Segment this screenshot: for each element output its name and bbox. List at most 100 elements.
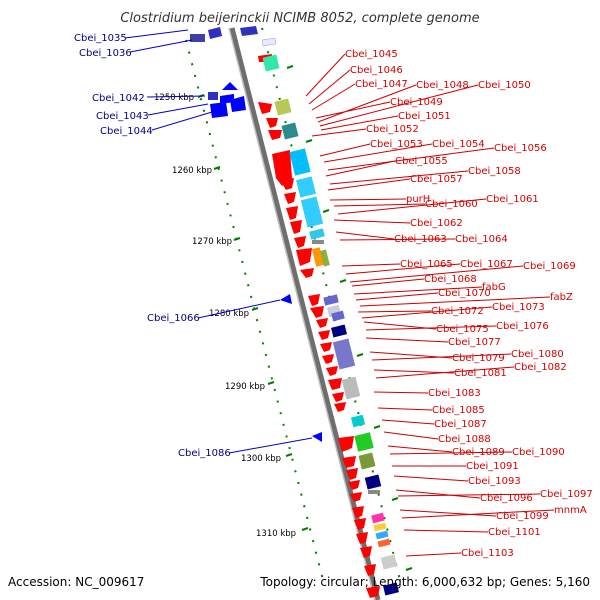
gene-label: Cbei_1047	[355, 79, 408, 90]
gene-label: Cbei_1064	[455, 234, 508, 245]
scale-tick	[213, 166, 221, 170]
gene-label: Cbei_1065	[400, 259, 453, 270]
gene-label: Cbei_1097	[540, 489, 593, 500]
gene-arrow	[268, 130, 282, 140]
gene-label: Cbei_1068	[424, 274, 477, 285]
gene-label: Cbei_1036	[79, 48, 132, 59]
leader-line	[399, 509, 497, 517]
gene-label: Cbei_1086	[178, 448, 231, 459]
gene-box	[296, 176, 316, 198]
gene-box	[320, 249, 330, 267]
leader-line	[333, 203, 426, 207]
gene-label: Cbei_1085	[432, 405, 485, 416]
gene-arrow	[266, 118, 278, 128]
gene-box	[377, 538, 391, 548]
gene-arrow	[294, 236, 306, 248]
gene-box	[375, 530, 389, 540]
gene-label: Cbei_1042	[92, 93, 145, 104]
leader-line	[323, 143, 433, 163]
gene-label: Cbei_1088	[438, 434, 491, 445]
gene-arrow	[261, 37, 277, 47]
forward-labels: Cbei_1045 Cbei_1046 Cbei_1047 Cbei_1048 Cbei…	[345, 49, 593, 559]
gene-label: Cbei_1035	[74, 33, 127, 44]
gene-label: Cbei_1043	[96, 111, 149, 122]
gene-label: Cbei_1066	[147, 313, 200, 324]
gene-label: Cbei_1077	[448, 337, 501, 348]
gene-box	[331, 310, 345, 322]
gene-label: Cbei_1079	[452, 353, 505, 364]
gene-label: Cbei_1062	[410, 218, 463, 229]
forward-leader-lines	[305, 53, 555, 557]
leader-line	[311, 128, 367, 137]
leader-line	[319, 84, 479, 127]
gene-box	[311, 247, 325, 267]
gene-label: Cbei_1061	[486, 194, 539, 205]
gene-arrow	[352, 506, 364, 518]
gene-box	[350, 414, 366, 428]
gene-arrow	[286, 206, 298, 220]
gene-arrow	[190, 34, 205, 42]
gene-label: Cbei_1081	[454, 368, 507, 379]
leader-line	[329, 170, 469, 185]
scale-tick	[233, 237, 241, 241]
gene-label: Cbei_1048	[416, 80, 469, 91]
leader-line	[329, 198, 407, 201]
gene-box	[281, 122, 299, 140]
accession: Accession: NC_009617	[8, 575, 144, 589]
leader-line	[317, 84, 417, 123]
leader-line	[345, 263, 461, 275]
leader-line	[365, 337, 449, 343]
scale-tick-label: 1250 kbp	[154, 93, 194, 103]
gene-arrow	[280, 294, 292, 304]
gene-arrow	[334, 402, 346, 412]
leader-line	[383, 431, 439, 440]
gene-arrow	[354, 518, 366, 530]
gene-arrow	[240, 26, 258, 36]
gene-arrow	[316, 318, 328, 328]
gene-label: Cbei_1075	[436, 324, 489, 335]
scale-ticks: 1250 kbp 1260 kbp 1270 kbp 1280 kbp 1290…	[154, 93, 309, 539]
scale-tick-label: 1280 kbp	[209, 309, 249, 319]
gene-arrow	[280, 178, 294, 190]
gene-label: Cbei_1103	[461, 548, 514, 559]
gene-arrow	[364, 564, 376, 576]
leader-line	[335, 231, 395, 240]
leader-line	[339, 238, 456, 241]
gene-label: mnmA	[554, 505, 587, 516]
gene-label: Cbei_1069	[523, 261, 576, 272]
leader-line	[389, 451, 513, 455]
map-title: Clostridium beijerinckii NCIMB 8052, com…	[120, 11, 479, 26]
scale-tick-label: 1310 kbp	[256, 529, 296, 539]
gene-box	[382, 582, 400, 596]
gene-arrow	[222, 82, 238, 90]
gene-label: Cbei_1072	[431, 306, 484, 317]
gene-label: fabZ	[550, 292, 573, 303]
reverse-strand-genes	[190, 27, 322, 442]
gene-arrow	[312, 432, 322, 442]
leader-line	[357, 310, 432, 313]
scale-tick	[267, 381, 275, 385]
gene-arrow	[300, 268, 314, 278]
scale-tick-label: 1300 kbp	[241, 454, 281, 464]
gene-label: Cbei_1052	[366, 124, 419, 135]
gene-label: Cbei_1057	[410, 174, 463, 185]
leader-line	[308, 69, 351, 105]
gene-label: Cbei_1049	[390, 97, 443, 108]
gene-arrow	[360, 546, 372, 558]
leader-line	[353, 286, 483, 295]
outer-ticks	[286, 65, 413, 571]
scale-tick-label: 1290 kbp	[225, 382, 265, 392]
leader-line	[341, 263, 401, 267]
gene-arrow	[326, 366, 338, 376]
gene-arrow	[318, 330, 330, 340]
gene-arrow	[320, 342, 332, 352]
leader-line	[361, 306, 493, 319]
gene-box	[262, 54, 280, 72]
scale-tick-label: 1260 kbp	[172, 166, 212, 176]
leader-line	[397, 493, 541, 497]
gene-label: Cbei_1082	[514, 362, 567, 373]
gene-arrow	[328, 378, 342, 390]
leader-line	[371, 353, 512, 361]
gene-label: Cbei_1083	[428, 388, 481, 399]
gene-label: purH	[406, 194, 430, 205]
